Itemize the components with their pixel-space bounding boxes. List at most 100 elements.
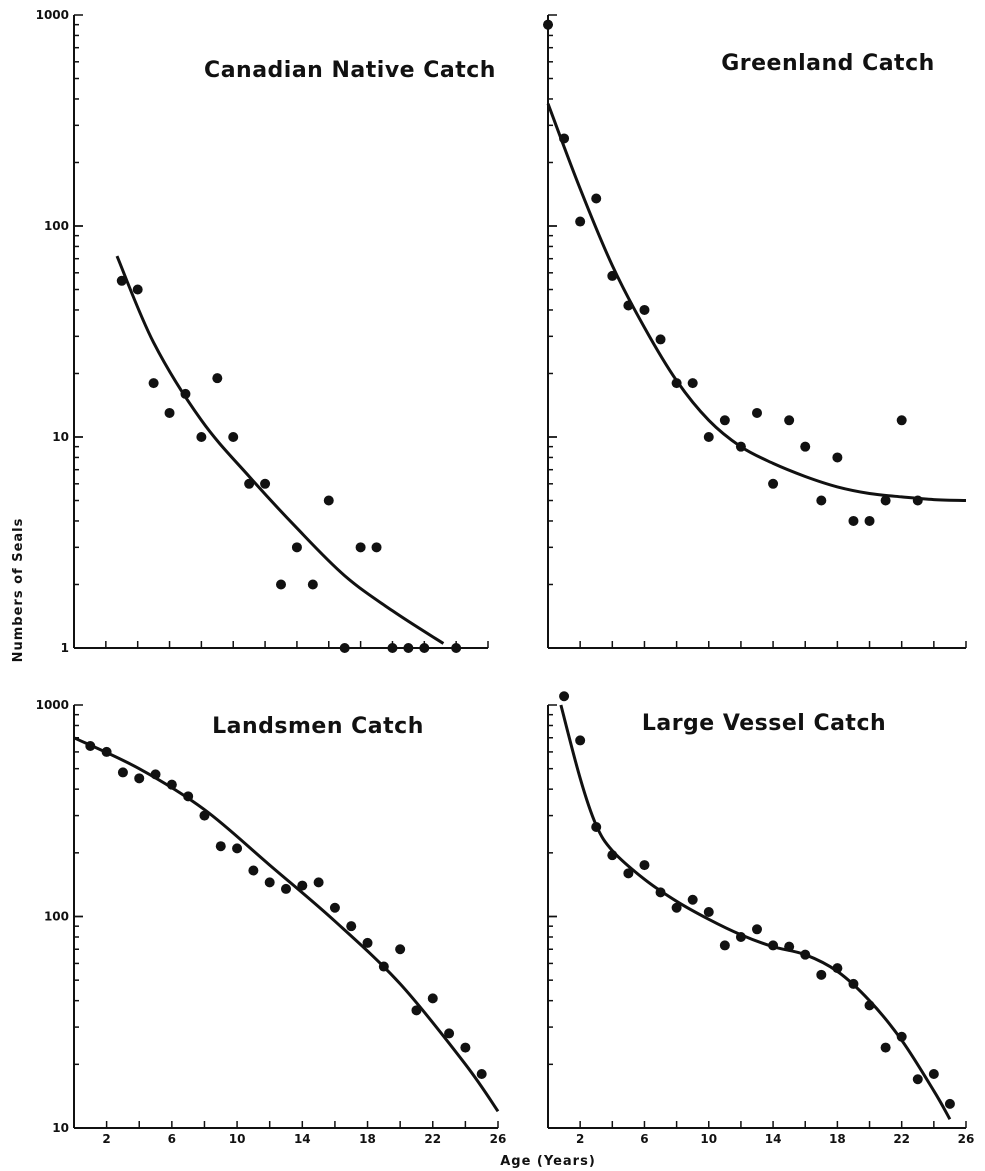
x-tick-label: 14: [765, 1132, 782, 1146]
data-point: [264, 877, 275, 888]
data-point: [164, 407, 175, 418]
x-axis-label: Age (Years): [500, 1154, 596, 1169]
fitted-curve: [546, 103, 967, 502]
data-point: [260, 478, 271, 489]
y-tick-label: 100: [44, 910, 69, 924]
data-point: [362, 937, 373, 948]
x-tick-label: 18: [359, 1132, 376, 1146]
x-tick-label: 10: [229, 1132, 246, 1146]
panel-1: 1000 100 10 1 Canadian Native Catch: [36, 8, 496, 655]
data-point: [346, 921, 357, 932]
data-point: [832, 452, 843, 463]
data-point: [395, 944, 406, 955]
data-point: [703, 907, 714, 918]
data-point: [117, 767, 128, 778]
data-point: [639, 860, 650, 871]
data-point: [355, 542, 366, 553]
data-point: [148, 378, 159, 389]
data-point: [196, 432, 207, 442]
data-point: [848, 515, 859, 526]
data-point: [719, 415, 730, 426]
data-point: [543, 19, 553, 30]
fitted-curve: [73, 736, 500, 1113]
x-tick-label: 14: [294, 1132, 311, 1146]
x-tick-label: 2: [102, 1132, 110, 1146]
y-tick-label: 100: [44, 219, 69, 233]
data-point: [307, 579, 318, 590]
x-tick-label: 18: [829, 1132, 846, 1146]
data-point: [444, 1028, 455, 1039]
data-point: [880, 495, 891, 506]
data-point: [816, 495, 827, 506]
data-point: [880, 1042, 891, 1053]
data-point: [371, 542, 382, 553]
data-point: [784, 415, 795, 426]
x-tick-label: 6: [168, 1132, 176, 1146]
data-point: [427, 993, 438, 1004]
data-point: [864, 515, 875, 526]
data-point: [928, 1069, 939, 1080]
data-point: [212, 373, 223, 384]
data-point: [623, 868, 634, 879]
data-point: [719, 940, 730, 951]
data-point: [329, 902, 340, 913]
data-point: [575, 735, 586, 746]
x-tick-label: 22: [893, 1132, 910, 1146]
y-tick-label: 1000: [36, 698, 69, 712]
data-point: [687, 894, 698, 905]
data-point: [559, 691, 570, 702]
data-point: [323, 495, 334, 506]
fitted-curve: [115, 255, 445, 645]
y-tick-label: 1000: [36, 8, 69, 22]
data-point: [460, 1042, 471, 1053]
x-tick-label: 26: [490, 1132, 507, 1146]
data-point: [703, 432, 714, 442]
data-point: [687, 378, 698, 389]
data-point: [403, 643, 414, 653]
data-point: [800, 441, 811, 452]
y-tick-label: 1: [61, 641, 69, 655]
y-tick-label: 10: [52, 1121, 69, 1135]
data-point: [387, 643, 398, 653]
data-point: [228, 432, 239, 442]
data-point: [132, 284, 143, 295]
data-point: [591, 193, 602, 204]
data-point: [896, 415, 907, 426]
data-point: [671, 902, 682, 913]
panel-title: Landsmen Catch: [212, 714, 424, 739]
data-point: [816, 969, 827, 980]
panel-title: Greenland Catch: [721, 51, 935, 76]
y-tick-label: 10: [52, 430, 69, 444]
data-point: [232, 843, 243, 854]
panel-2: Greenland Catch: [543, 14, 967, 649]
data-point: [297, 880, 308, 891]
data-point: [276, 579, 286, 590]
data-point: [451, 643, 462, 653]
data-point: [575, 216, 586, 227]
panel-title: Large Vessel Catch: [642, 711, 886, 736]
data-point: [912, 1074, 923, 1085]
data-point: [215, 841, 226, 852]
panels-group: 1000 100 10 1 Canadian Native Catch Greenland…: [36, 8, 975, 1146]
data-point: [291, 542, 302, 553]
data-point: [639, 304, 650, 315]
data-point: [339, 643, 350, 653]
fitted-curve: [559, 704, 952, 1120]
data-point: [655, 334, 666, 345]
data-point: [134, 773, 145, 784]
x-tick-label: 6: [640, 1132, 648, 1146]
data-point: [944, 1098, 955, 1109]
x-tick-label: 26: [958, 1132, 975, 1146]
data-point: [752, 924, 762, 935]
panel-title: Canadian Native Catch: [204, 58, 496, 83]
data-point: [281, 883, 291, 894]
x-tick-label: 2: [576, 1132, 584, 1146]
data-point: [768, 478, 779, 489]
data-point: [248, 865, 259, 876]
x-tick-label: 10: [700, 1132, 717, 1146]
data-point: [752, 407, 762, 418]
data-point: [419, 643, 430, 653]
